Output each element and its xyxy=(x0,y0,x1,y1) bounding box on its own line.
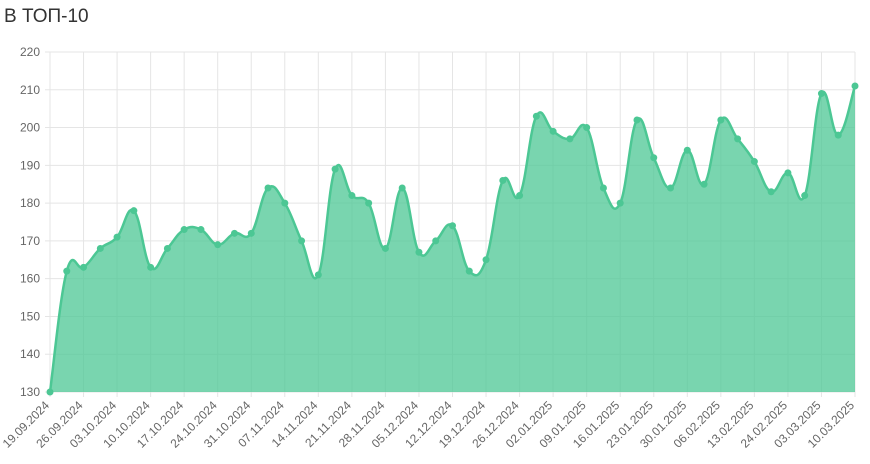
point xyxy=(734,135,742,143)
point xyxy=(331,165,339,173)
point xyxy=(750,158,758,166)
point xyxy=(214,241,222,249)
point xyxy=(230,229,238,237)
point xyxy=(817,90,825,98)
point xyxy=(432,237,440,245)
point xyxy=(566,135,574,143)
point xyxy=(96,244,104,252)
point xyxy=(700,180,708,188)
point xyxy=(717,116,725,124)
y-tick-label: 220 xyxy=(20,45,40,59)
point xyxy=(650,154,658,162)
point xyxy=(767,188,775,196)
y-tick-label: 200 xyxy=(20,121,40,135)
point xyxy=(298,237,306,245)
y-tick-label: 150 xyxy=(20,309,40,323)
point xyxy=(532,112,540,120)
point xyxy=(801,192,809,200)
point xyxy=(381,244,389,252)
point xyxy=(130,207,138,215)
y-tick-label: 170 xyxy=(20,234,40,248)
point xyxy=(348,192,356,200)
point xyxy=(633,116,641,124)
point xyxy=(247,229,255,237)
point xyxy=(834,131,842,139)
point xyxy=(281,199,289,207)
point xyxy=(583,124,591,132)
point xyxy=(365,199,373,207)
y-tick-label: 140 xyxy=(20,347,40,361)
y-tick-label: 210 xyxy=(20,83,40,97)
point xyxy=(314,271,322,279)
point xyxy=(784,169,792,177)
point xyxy=(113,233,121,241)
point xyxy=(465,267,473,275)
y-tick-label: 160 xyxy=(20,272,40,286)
point xyxy=(415,248,423,256)
point xyxy=(616,199,624,207)
point xyxy=(683,146,691,154)
point xyxy=(549,127,557,135)
chart-title: В ТОП-10 xyxy=(4,6,89,27)
point xyxy=(197,226,205,234)
point xyxy=(482,256,490,264)
area xyxy=(50,86,855,392)
y-tick-label: 130 xyxy=(20,385,40,399)
point xyxy=(499,176,507,184)
point xyxy=(163,244,171,252)
point xyxy=(264,184,272,192)
point xyxy=(46,388,54,396)
y-tick-label: 190 xyxy=(20,158,40,172)
point xyxy=(63,267,71,275)
point xyxy=(449,222,456,230)
point xyxy=(147,263,155,271)
point xyxy=(180,226,188,234)
y-tick-label: 180 xyxy=(20,196,40,210)
point xyxy=(80,263,88,271)
point xyxy=(398,184,406,192)
point xyxy=(667,184,675,192)
point xyxy=(599,184,607,192)
point xyxy=(851,82,859,90)
point xyxy=(516,192,524,200)
